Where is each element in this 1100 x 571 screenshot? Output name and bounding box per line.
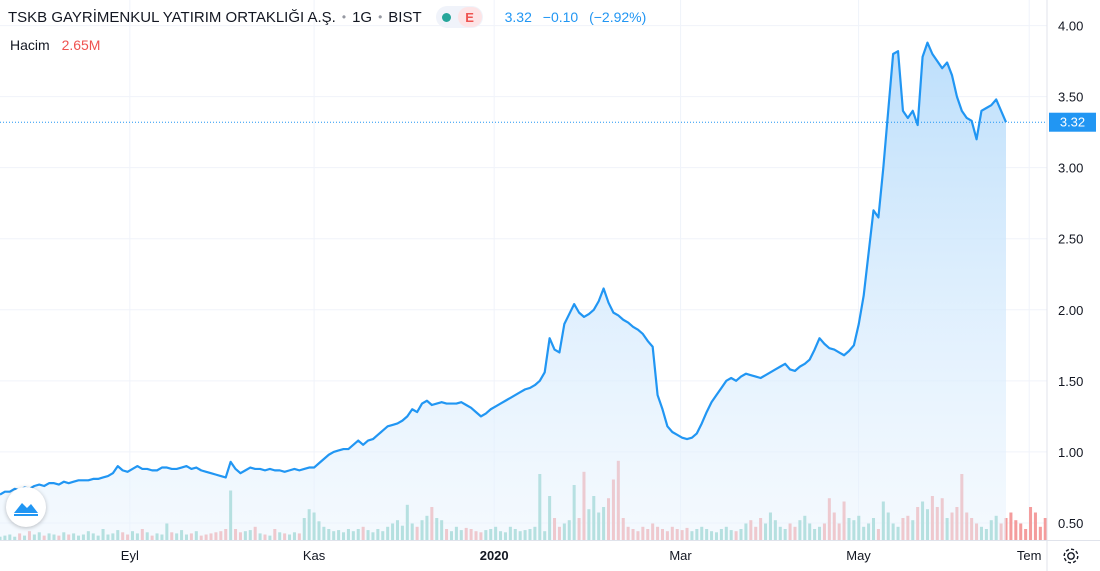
volume-legend: Hacim 2.65M [10, 37, 100, 53]
volume-bar [1038, 526, 1042, 540]
interval-label[interactable]: 1G [352, 8, 373, 26]
quote-values: 3.32 −0.10 (−2.92%) [505, 9, 654, 25]
x-tick-label: May [846, 548, 871, 563]
y-tick-label: 1.00 [1058, 445, 1083, 460]
y-tick-label: 1.50 [1058, 374, 1083, 389]
volume-value: 2.65M [61, 37, 101, 53]
price-line [0, 41, 1008, 496]
tradingview-logo[interactable] [6, 487, 46, 527]
x-tick-label: Eyl [121, 548, 139, 563]
volume-bar [1029, 507, 1033, 540]
y-tick-label: 0.50 [1058, 516, 1083, 531]
volume-bar [1019, 523, 1023, 540]
symbol-header: TSKB GAYRİMENKUL YATIRIM ORTAKLIĞI A.Ş. … [8, 6, 653, 28]
settings-gear-icon[interactable] [1056, 542, 1086, 570]
time-axis: Eyl Kas 2020 Mar May Tem [121, 548, 1042, 563]
volume-bar [1043, 518, 1047, 540]
price-change: −0.10 [542, 9, 579, 25]
chart-grid [0, 0, 1047, 540]
last-price: 3.32 [504, 9, 532, 25]
gear-icon [1063, 548, 1079, 564]
green-dot-icon [436, 6, 458, 28]
separator-dot: • [341, 10, 347, 24]
volume-bar [1024, 529, 1028, 540]
last-price-value: 3.32 [1060, 115, 1085, 130]
y-tick-label: 3.50 [1058, 90, 1083, 105]
price-area [0, 42, 1006, 540]
price-axis: 4.00 3.50 3.00 2.50 2.00 1.50 1.00 0.50 [1058, 19, 1083, 531]
logo-icon [14, 503, 38, 516]
last-price-label: 3.32 [1049, 112, 1096, 132]
y-tick-label: 3.00 [1058, 161, 1083, 176]
volume-bar [1014, 520, 1018, 540]
volume-label: Hacim [10, 37, 50, 53]
price-change-pct: (−2.92%) [589, 9, 647, 25]
volume-bar [1004, 518, 1008, 540]
x-tick-label: Mar [669, 548, 692, 563]
exchange-label: BIST [388, 8, 422, 26]
separator-dot: • [378, 10, 383, 24]
symbol-title: TSKB GAYRİMENKUL YATIRIM ORTAKLIĞI A.Ş. [8, 8, 336, 26]
x-tick-label: Kas [303, 548, 326, 563]
x-tick-label: Tem [1017, 548, 1042, 563]
x-tick-label: 2020 [480, 548, 509, 563]
volume-bar [1033, 512, 1037, 540]
status-pill[interactable]: E [435, 6, 483, 28]
volume-bar [1009, 512, 1013, 540]
y-tick-label: 2.50 [1058, 232, 1083, 247]
e-badge[interactable]: E [457, 7, 482, 27]
y-tick-label: 4.00 [1058, 19, 1083, 34]
y-tick-label: 2.00 [1058, 303, 1083, 318]
